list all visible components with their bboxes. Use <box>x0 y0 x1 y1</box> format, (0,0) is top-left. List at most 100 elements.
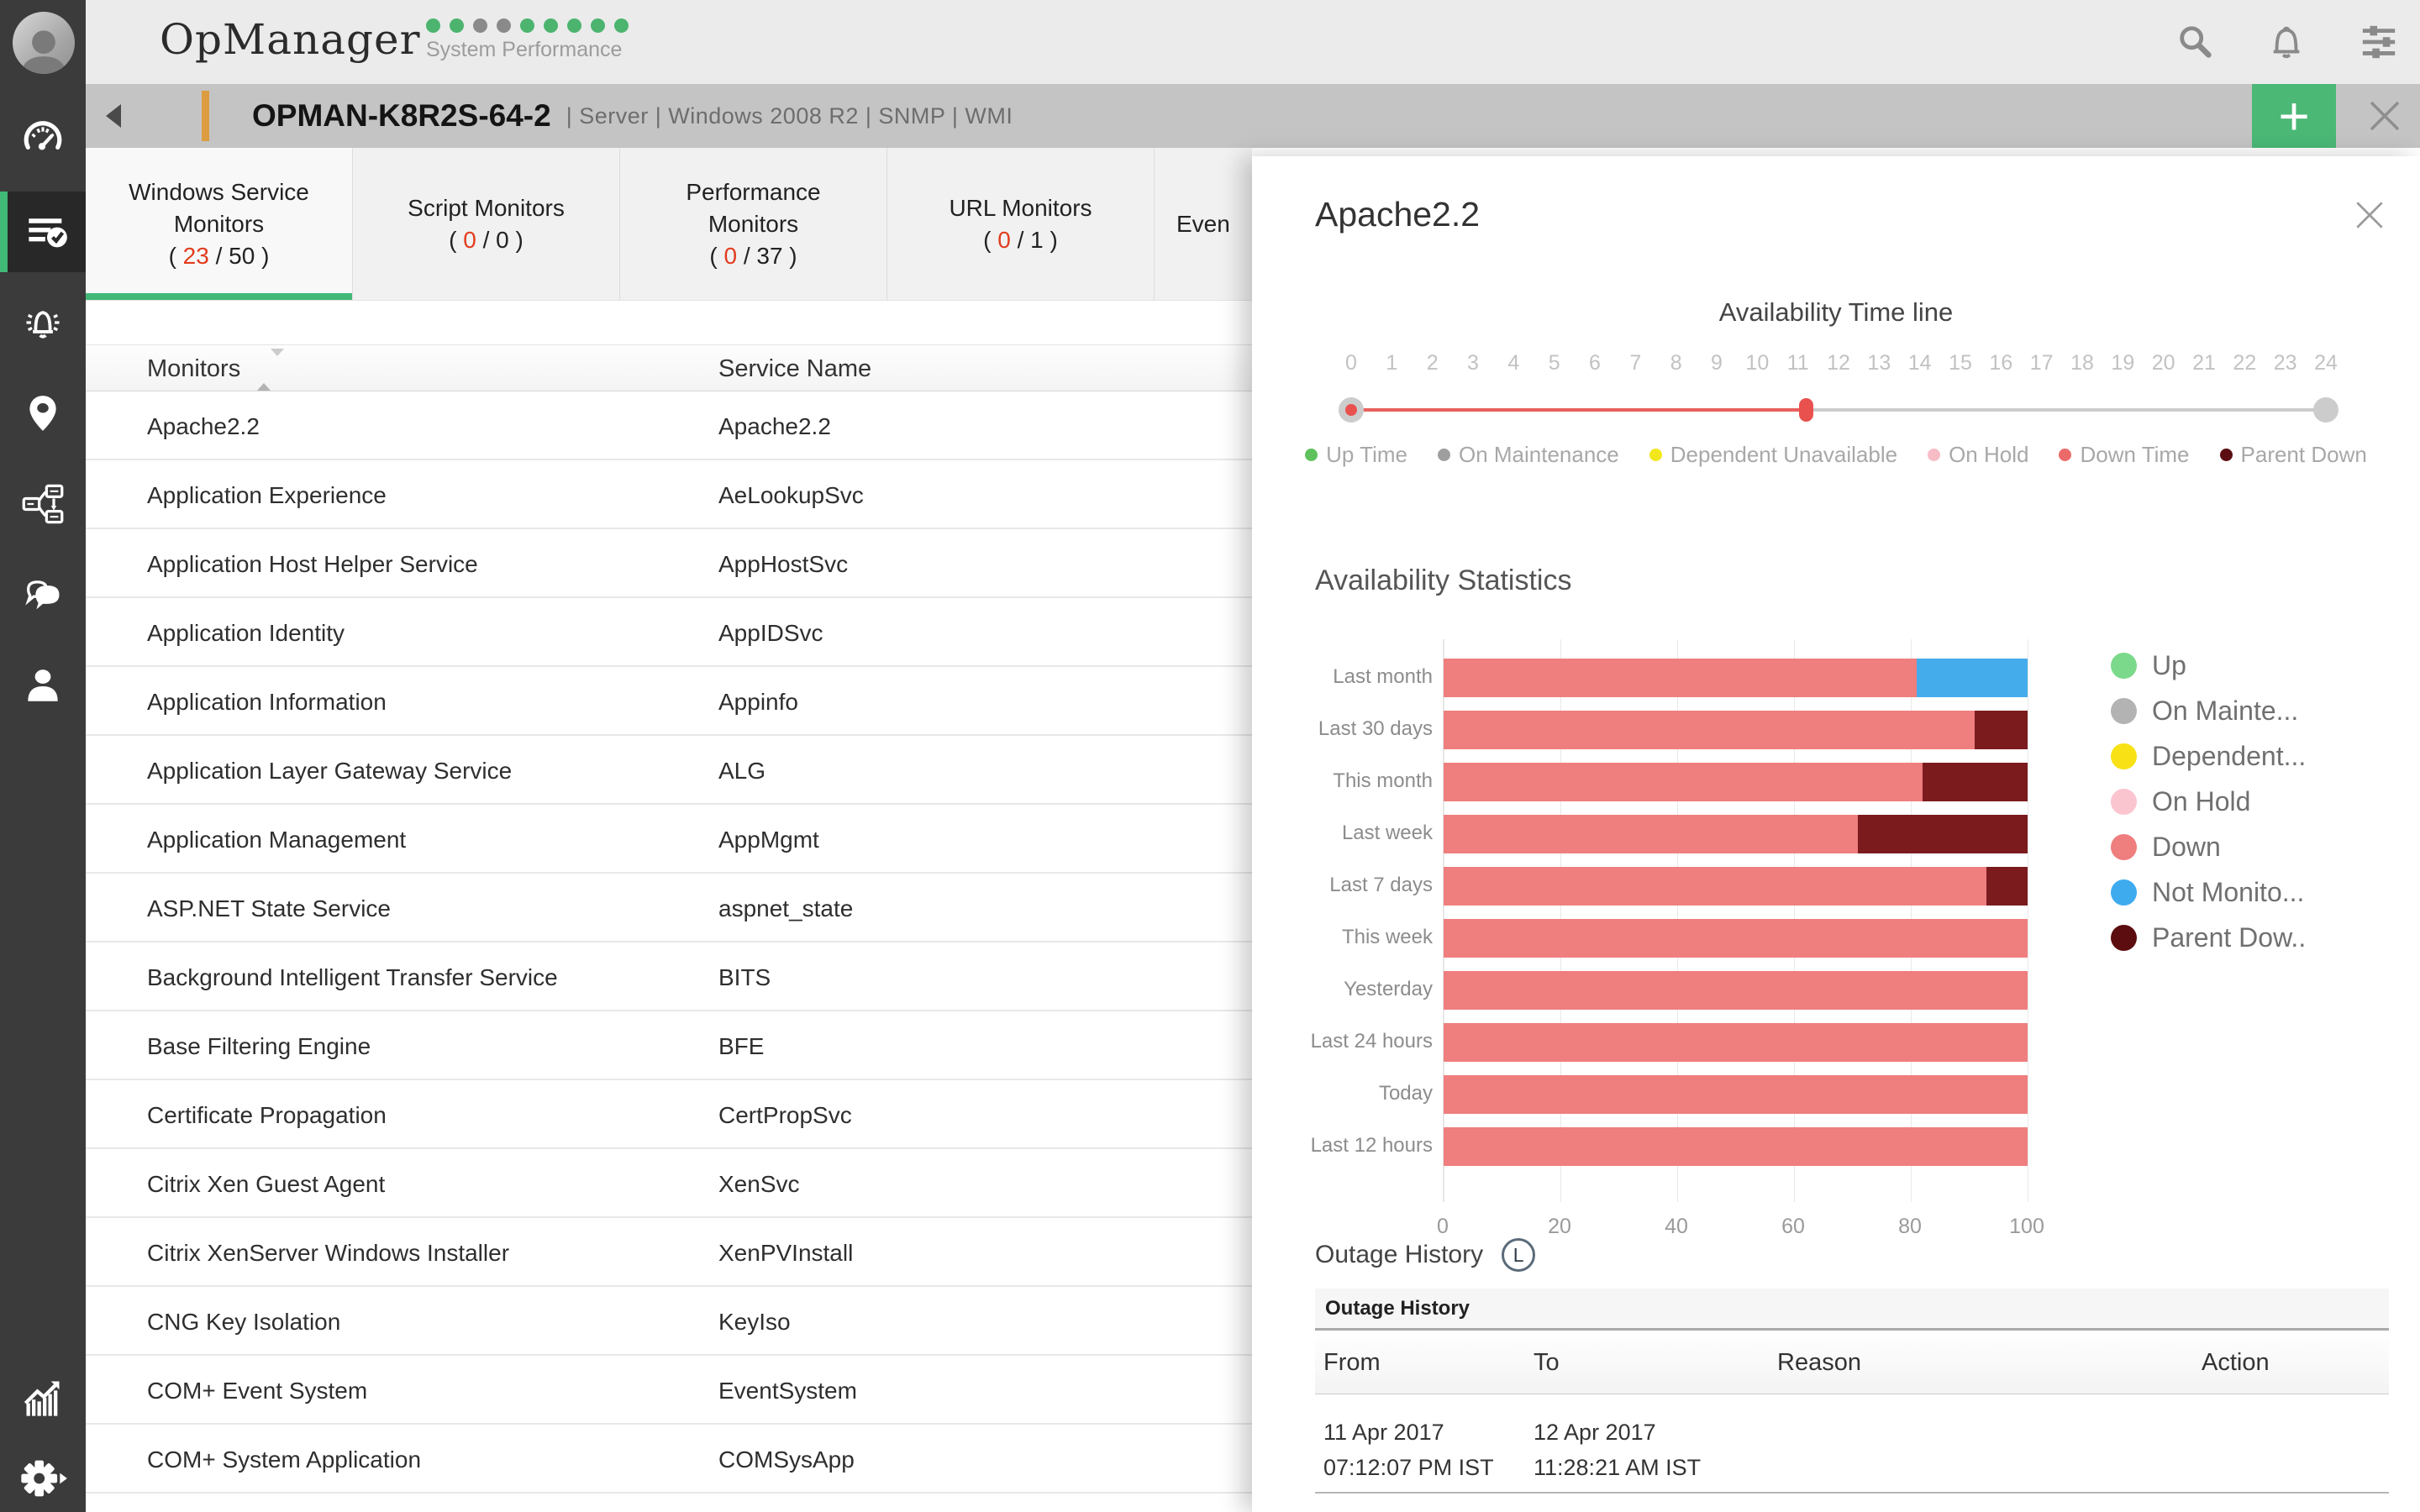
service-name-cell: BFE <box>718 1033 765 1059</box>
timeline-tick-6: 6 <box>1589 351 1601 375</box>
settings-sliders-icon[interactable] <box>2358 23 2400 61</box>
bar-segment-parent-down <box>1922 763 2028 801</box>
sidebar-item-alarms[interactable] <box>0 282 86 363</box>
status-dot-4 <box>497 18 511 33</box>
timeline-tick-21: 21 <box>2192 351 2216 375</box>
table-row[interactable]: Application Layer Gateway Service ALG <box>86 736 1252 805</box>
sidebar-item-maps[interactable] <box>0 373 86 454</box>
outage-to-time: 11:28:21 AM IST <box>1534 1455 1702 1480</box>
tab-count-open: ( <box>449 227 464 253</box>
bar-category-label: Last 30 days <box>1318 717 1433 740</box>
timeline-remaining-segment <box>1806 408 2326 412</box>
service-name-cell: KeyIso <box>718 1309 791 1335</box>
table-row[interactable]: Application Identity AppIDSvc <box>86 598 1252 667</box>
timeline-slider[interactable] <box>1252 393 2420 427</box>
tab-title-line: Even <box>1176 211 1230 237</box>
outage-from-time: 07:12:07 PM IST <box>1323 1455 1494 1480</box>
legend-label: Up <box>2152 650 2186 680</box>
sidebar-item-chat[interactable] <box>0 554 86 635</box>
outage-clock-badge-icon[interactable]: L <box>1502 1238 1536 1272</box>
sidebar-item-users[interactable] <box>0 645 86 726</box>
notifications-bell-icon[interactable] <box>2267 23 2306 61</box>
status-dot-5 <box>520 18 534 33</box>
tab-script-monitors[interactable]: Script Monitors ( 0 / 0 ) <box>353 148 620 300</box>
timeline-handle[interactable] <box>1799 398 1814 422</box>
sidebar-item-workflow[interactable] <box>0 464 86 544</box>
table-row[interactable]: CNG Key Isolation KeyIso <box>86 1287 1252 1356</box>
tab-even[interactable]: Even <box>1155 148 1252 300</box>
monitor-name-cell: Base Filtering Engine <box>147 1033 371 1059</box>
status-dot-3 <box>473 18 487 33</box>
tab-title-line: Script Monitors <box>408 195 565 221</box>
table-row[interactable]: ASP.NET State Service aspnet_state <box>86 874 1252 942</box>
bar-row-this-month <box>1444 763 2028 801</box>
tab-title-line: Monitors <box>708 211 799 237</box>
status-dot-1 <box>426 18 440 33</box>
back-chevron-icon[interactable] <box>106 104 121 128</box>
table-row[interactable]: Base Filtering Engine BFE <box>86 1011 1252 1080</box>
tab-performance-monitors[interactable]: Performance Monitors ( 0 / 37 ) <box>620 148 887 300</box>
tab-count-total: / 0 ) <box>476 227 523 253</box>
bar-segment-down <box>1444 1127 2028 1166</box>
tab-count-current: 0 <box>997 227 1011 253</box>
legend-dot <box>2219 449 2233 461</box>
search-icon[interactable] <box>2176 23 2215 61</box>
panel-close-icon[interactable] <box>2351 197 2388 234</box>
table-row[interactable]: Application Information Appinfo <box>86 667 1252 736</box>
table-row[interactable]: COM+ Event System EventSystem <box>86 1356 1252 1425</box>
tab-url-monitors[interactable]: URL Monitors ( 0 / 1 ) <box>887 148 1155 300</box>
bar-category-label: Last 24 hours <box>1310 1030 1433 1053</box>
sidebar-item-settings[interactable] <box>0 1438 86 1512</box>
service-name-cell: CertPropSvc <box>718 1102 852 1128</box>
user-avatar[interactable] <box>13 12 75 74</box>
bar-category-label: This month <box>1333 769 1433 792</box>
monitor-name-cell: Application Identity <box>147 620 345 646</box>
timeline-heading: Availability Time line <box>1718 297 1954 327</box>
sort-icon[interactable] <box>257 348 285 391</box>
location-pin-icon <box>29 396 56 431</box>
legend-dot <box>2111 743 2137 769</box>
table-row[interactable]: Citrix XenServer Windows Installer XenPVI… <box>86 1218 1252 1287</box>
workflow-icon <box>22 484 64 524</box>
table-row[interactable]: Background Intelligent Transfer Service B… <box>86 942 1252 1011</box>
tab-windows-service-monitors[interactable]: Windows Service Monitors ( 23 / 50 ) <box>86 148 353 300</box>
column-header-service-name[interactable]: Service Name <box>718 355 872 382</box>
timeline-end-cap[interactable] <box>2313 397 2338 423</box>
timeline-start-cap[interactable] <box>1339 397 1364 423</box>
table-row[interactable]: Apache2.2 Apache2.2 <box>86 391 1252 460</box>
sidebar-item-monitors[interactable] <box>0 192 86 272</box>
chart-legend-not-monito: Not Monito... <box>2111 877 2306 908</box>
topbar-actions <box>2176 0 2400 84</box>
sidebar-item-dashboard[interactable] <box>0 99 86 180</box>
table-row[interactable]: COM+ System Application COMSysApp <box>86 1425 1252 1494</box>
table-row[interactable]: Certificate Propagation CertPropSvc <box>86 1080 1252 1149</box>
timeline-tick-13: 13 <box>1867 351 1891 375</box>
outage-to-cell: 12 Apr 2017 11:28:21 AM IST <box>1534 1415 1701 1485</box>
timeline-tick-19: 19 <box>2111 351 2135 375</box>
outage-row: 11 Apr 2017 07:12:07 PM IST 12 Apr 2017 11:… <box>1315 1394 2389 1494</box>
table-row[interactable]: Application Management AppMgmt <box>86 805 1252 874</box>
monitor-name-cell: Citrix XenServer Windows Installer <box>147 1240 510 1266</box>
monitor-name-cell: Application Host Helper Service <box>147 551 478 577</box>
legend-label: On Hold <box>2152 786 2251 816</box>
table-row[interactable]: Citrix Xen Guest Agent XenSvc <box>86 1149 1252 1218</box>
table-row[interactable]: Application Experience AeLookupSvc <box>86 460 1252 529</box>
legend-label: Not Monito... <box>2152 877 2305 907</box>
monitor-name-cell: COM+ Event System <box>147 1378 368 1404</box>
outage-history-table: Outage History From To Reason Action 11 … <box>1315 1289 2389 1494</box>
outage-col-reason: Reason <box>1777 1349 1861 1376</box>
monitor-tabs: Windows Service Monitors ( 23 / 50 ) Script… <box>86 148 1252 301</box>
column-header-monitors[interactable]: Monitors <box>147 348 285 391</box>
table-header: Monitors Service Name <box>86 344 1252 391</box>
add-button[interactable]: + <box>2252 84 2336 148</box>
bar-category-label: Last week <box>1341 822 1433 844</box>
bar-category-label: Yesterday <box>1344 978 1433 1000</box>
status-dot-8 <box>591 18 605 33</box>
close-device-view-icon[interactable] <box>2365 96 2405 136</box>
sidebar-item-reports[interactable] <box>0 1357 86 1438</box>
monitor-name-cell: Application Management <box>147 827 407 853</box>
table-row[interactable]: Application Host Helper Service AppHostSv… <box>86 529 1252 598</box>
monitor-name-cell: Certificate Propagation <box>147 1102 387 1128</box>
service-name-cell: XenSvc <box>718 1171 800 1197</box>
